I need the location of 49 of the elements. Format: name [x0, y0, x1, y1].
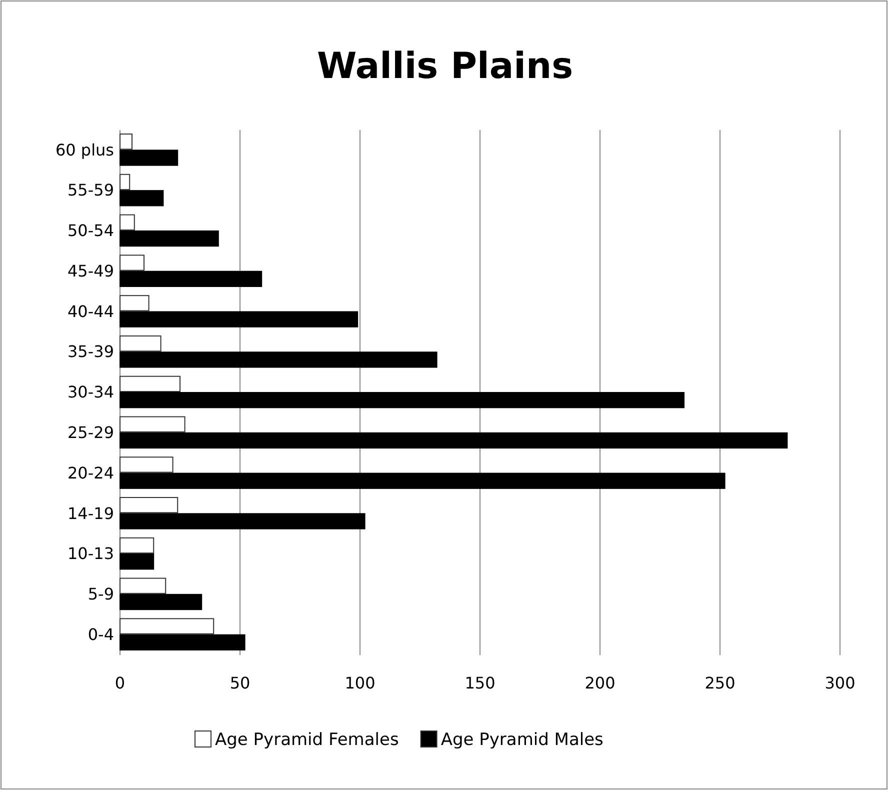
x-tick-label: 300 [824, 673, 856, 692]
y-tick-label: 30-34 [68, 382, 114, 402]
bar [120, 134, 132, 150]
bar [120, 554, 154, 570]
bar [120, 432, 788, 449]
bar [120, 497, 178, 514]
y-tick-label: 14-19 [68, 504, 114, 523]
legend-label: Age Pyramid Females [215, 730, 399, 750]
x-tick-label: 50 [230, 673, 250, 692]
y-tick-label: 50-54 [68, 221, 114, 240]
bar [120, 150, 178, 166]
bar [120, 392, 684, 408]
legend-label: Age Pyramid Males [440, 730, 604, 750]
y-tick-label: 45-49 [68, 261, 114, 280]
bar [120, 270, 262, 287]
bar [120, 594, 202, 610]
y-tick-label: 25-29 [68, 423, 114, 442]
bar [120, 416, 186, 432]
x-tick-label: 100 [344, 673, 376, 692]
y-tick-label: 10-13 [68, 544, 114, 564]
y-tick-label: 20-24 [68, 463, 114, 482]
bar [120, 230, 219, 247]
bar [120, 311, 358, 328]
bar [120, 537, 154, 554]
y-tick-label: 5-9 [88, 584, 114, 604]
y-tick-label: 35-39 [68, 342, 114, 362]
bar [120, 376, 180, 392]
bar [120, 578, 166, 594]
bar [120, 174, 130, 190]
x-tick-label: 200 [584, 673, 616, 692]
bar [120, 214, 135, 230]
bar [120, 618, 214, 634]
bar [120, 190, 164, 206]
chart-title: Wallis Plains [316, 46, 574, 87]
y-tick-label: 60 plus [55, 140, 114, 160]
bar [120, 634, 246, 650]
x-tick-label: 150 [464, 673, 496, 692]
bar [120, 335, 162, 352]
x-tick-label: 250 [704, 673, 736, 692]
y-tick-label: 0-4 [88, 624, 114, 644]
bar [120, 456, 174, 473]
y-tick-label: 55-59 [68, 180, 114, 200]
x-tick-label: 0 [114, 673, 126, 692]
y-tick-label: 40-44 [68, 302, 114, 321]
bar [120, 472, 726, 489]
bar [120, 295, 150, 312]
bar [120, 254, 144, 271]
bar [120, 513, 366, 530]
bar [120, 352, 438, 368]
